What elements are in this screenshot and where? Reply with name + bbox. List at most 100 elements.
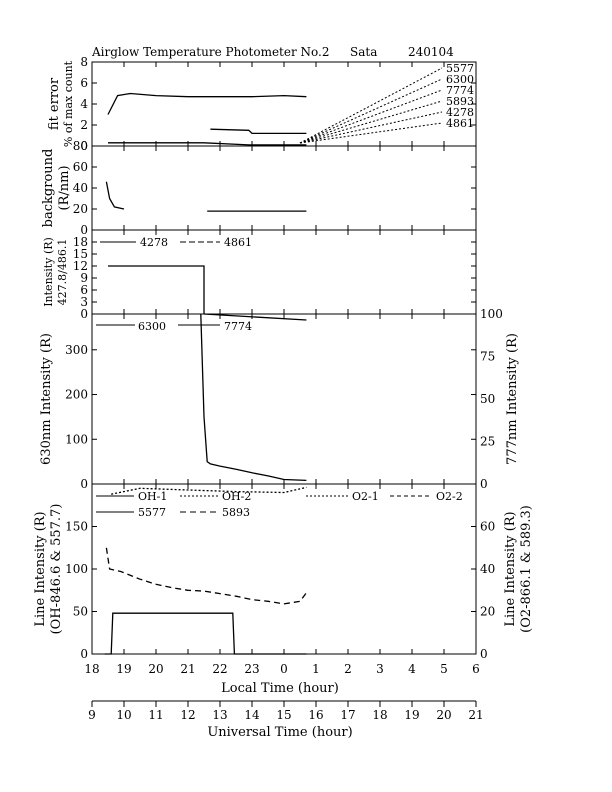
legend-entry-6300: 6300 xyxy=(138,320,166,333)
x-tick-label-ut: 13 xyxy=(212,708,227,722)
x-tick-label-ut: 17 xyxy=(340,708,355,722)
series-line-4861 xyxy=(203,313,307,321)
series-layer xyxy=(104,92,307,655)
x-tick-label-ut: 21 xyxy=(468,708,483,722)
legend-entry-7774: 7774 xyxy=(446,84,474,97)
series-line-5577 xyxy=(104,612,307,655)
y-tick-label: 4 xyxy=(80,97,88,111)
y-tick-label: 12 xyxy=(73,259,88,273)
y-tick-label: 50 xyxy=(73,605,88,619)
background-ylabel-1: background xyxy=(41,149,56,228)
legend-entry-4278: 4278 xyxy=(446,106,474,119)
legend-entry-5893: 5893 xyxy=(222,506,250,519)
y-tick-label: 15 xyxy=(73,247,88,261)
legend-leader xyxy=(299,78,443,144)
x-tick-label-local: 6 xyxy=(472,662,480,676)
y-tick-label: 0 xyxy=(80,223,88,237)
legend-leader xyxy=(299,67,443,144)
intensity-blue-ylabel-2: 427.8/486.1 xyxy=(56,239,69,306)
panel-background-frame xyxy=(91,145,477,231)
x-tick-label-ut: 9 xyxy=(88,708,96,722)
y-tick-label: 0 xyxy=(80,477,88,491)
y-right-tick-label: 25 xyxy=(480,435,495,449)
local-time-xlabel: Local Time (hour) xyxy=(221,681,339,696)
series-line-oh-1 xyxy=(111,486,307,495)
y-tick-label: 0 xyxy=(80,139,88,153)
line-intensity-right-ylabel-1: Line Intensity (R) xyxy=(503,511,518,626)
y-tick-label: 8 xyxy=(80,55,88,69)
line-intensity-ylabel-1: Line Intensity (R) xyxy=(33,511,48,626)
series-line-5577 xyxy=(105,181,125,210)
x-tick-label-ut: 11 xyxy=(148,708,163,722)
x-tick-label-ut: 12 xyxy=(180,708,195,722)
y-tick-label: 100 xyxy=(65,562,88,576)
legend-entry-oh-1: OH-1 xyxy=(138,490,167,503)
y-tick-label: 100 xyxy=(65,432,88,446)
x-tick-label-ut: 18 xyxy=(372,708,387,722)
y-tick-label: 20 xyxy=(73,202,88,216)
y-tick-label: 200 xyxy=(65,388,88,402)
x-tick-label-ut: 14 xyxy=(244,708,260,722)
x-tick-label-ut: 20 xyxy=(436,708,451,722)
y-right-tick-label: 0 xyxy=(480,647,488,661)
legend-entry-o2-1: O2-1 xyxy=(352,490,379,503)
y-tick-label: 9 xyxy=(80,271,88,285)
series-line-4278 xyxy=(108,265,205,314)
x-tick-label-local: 2 xyxy=(344,662,352,676)
y-right-tick-label: 50 xyxy=(480,392,495,406)
x-tick-label-local: 20 xyxy=(148,662,163,676)
y-tick-label: 2 xyxy=(80,118,88,132)
y-tick-label: 18 xyxy=(73,235,88,249)
y-right-tick-label: 60 xyxy=(480,520,495,534)
background-ylabel-2: (R/nm) xyxy=(57,165,72,210)
tick-layer: 0246802040608003691215180100200300025507… xyxy=(65,55,503,722)
y-right-tick-label: 40 xyxy=(480,562,495,576)
y-right-tick-label: 20 xyxy=(480,605,495,619)
intensity-blue-ylabel-1: Intensity (R) xyxy=(42,237,55,307)
legend-leader xyxy=(299,122,443,144)
y-tick-label: 6 xyxy=(80,283,88,297)
x-tick-label-ut: 19 xyxy=(404,708,419,722)
y-tick-label: 150 xyxy=(65,520,88,534)
legend-leader xyxy=(299,111,443,144)
y-tick-label: 6 xyxy=(80,76,88,90)
y-right-tick-label: 75 xyxy=(480,350,495,364)
line-intensity-ylabel-2: (OH-846.6 & 557.7) xyxy=(49,504,64,635)
series-line-7774 xyxy=(210,128,307,135)
legend-entry-4861: 4861 xyxy=(224,236,252,249)
universal-time-xlabel: Universal Time (hour) xyxy=(207,725,352,740)
x-tick-label-local: 23 xyxy=(244,662,259,676)
x-tick-label-ut: 10 xyxy=(116,708,131,722)
legend-entry-oh-2: OH-2 xyxy=(222,490,251,503)
intensity-777-ylabel: 777nm Intensity (R) xyxy=(505,333,520,465)
fit-error-ylabel-1: fit error xyxy=(47,77,62,130)
x-tick-label-ut: 16 xyxy=(308,708,323,722)
x-tick-label-local: 4 xyxy=(408,662,416,676)
legend-entry-o2-2: O2-2 xyxy=(436,490,463,503)
panel-intensity-630-777-frame xyxy=(91,313,477,485)
legend-entry-5577: 5577 xyxy=(138,506,166,519)
y-tick-label: 60 xyxy=(73,160,88,174)
legend-entry-5577: 5577 xyxy=(446,62,474,75)
y-tick-label: 0 xyxy=(80,647,88,661)
y-right-tick-label: 100 xyxy=(480,307,503,321)
legend-entry-4278: 4278 xyxy=(140,236,168,249)
chart-title: Airglow Temperature Photometer No.2 xyxy=(91,45,330,59)
series-line-5893 xyxy=(105,547,307,605)
x-tick-label-local: 1 xyxy=(312,662,320,676)
legend-entry-5893: 5893 xyxy=(446,95,474,108)
series-line-5577 xyxy=(107,92,307,115)
y-tick-label: 300 xyxy=(65,343,88,357)
x-tick-label-local: 21 xyxy=(180,662,195,676)
legend-entry-4861: 4861 xyxy=(446,117,474,130)
y-tick-label: 3 xyxy=(80,295,88,309)
legend-leader xyxy=(299,89,443,144)
x-tick-label-local: 5 xyxy=(440,662,448,676)
x-tick-label-local: 19 xyxy=(116,662,131,676)
y-tick-label: 40 xyxy=(73,181,88,195)
line-intensity-right-ylabel-2: (O2-866.1 & 589.3) xyxy=(519,505,534,633)
x-tick-label-local: 18 xyxy=(84,662,99,676)
legend-leader xyxy=(299,100,443,144)
